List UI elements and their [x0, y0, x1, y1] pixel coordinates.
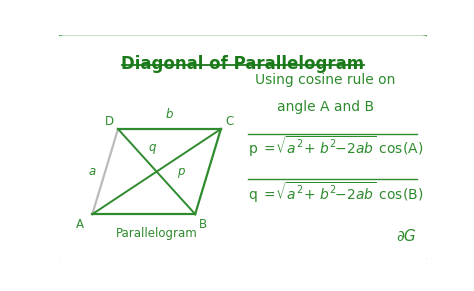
Text: Parallelogram: Parallelogram: [116, 227, 198, 240]
Text: p: p: [177, 165, 185, 178]
Text: Diagonal of Parallelogram: Diagonal of Parallelogram: [121, 55, 365, 73]
Text: angle A and B: angle A and B: [277, 100, 374, 113]
Text: q: q: [148, 141, 155, 154]
Text: a: a: [89, 165, 96, 178]
Text: D: D: [105, 115, 114, 127]
Text: A: A: [76, 218, 84, 231]
Text: Using cosine rule on: Using cosine rule on: [255, 73, 396, 87]
Text: B: B: [199, 218, 207, 231]
Text: ∂G: ∂G: [397, 229, 416, 244]
Text: q $=\!\sqrt{a^2\!+\, b^2\!\!-\!2ab}$ cos(B): q $=\!\sqrt{a^2\!+\, b^2\!\!-\!2ab}$ cos…: [248, 180, 424, 205]
Text: p $=\!\sqrt{a^2\!+\, b^2\!\!-\!2ab}$ cos(A): p $=\!\sqrt{a^2\!+\, b^2\!\!-\!2ab}$ cos…: [248, 134, 424, 159]
Text: b: b: [166, 108, 173, 121]
FancyBboxPatch shape: [55, 34, 430, 261]
Text: C: C: [225, 115, 233, 127]
